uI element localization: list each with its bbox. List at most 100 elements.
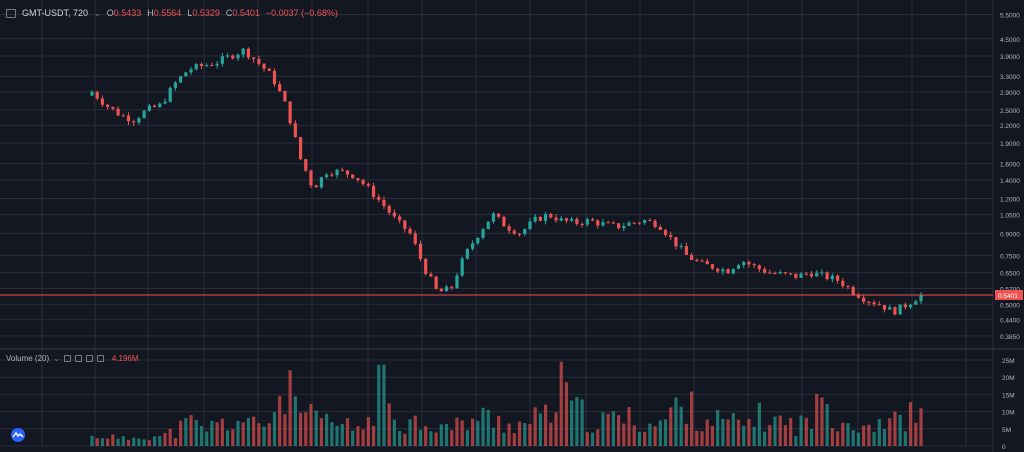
- candle-body: [173, 82, 178, 88]
- candle-body: [867, 301, 871, 303]
- candle-body: [512, 230, 516, 234]
- candle-body: [700, 260, 704, 262]
- candle-body: [919, 294, 923, 302]
- volume-bar: [126, 439, 131, 446]
- candle-body: [517, 233, 522, 235]
- volume-bar: [236, 420, 240, 446]
- candle-body: [471, 243, 475, 249]
- volume-bar: [830, 428, 834, 446]
- price-tick-label: 1.9000: [1000, 141, 1020, 148]
- volume-bar: [726, 419, 730, 446]
- candle-body: [799, 273, 803, 278]
- candle-body: [669, 235, 673, 238]
- volume-bar: [220, 418, 224, 446]
- volume-bar: [533, 407, 537, 446]
- price-tick-label: 3.3000: [1000, 74, 1020, 81]
- volume-bar: [710, 425, 715, 446]
- volume-bar: [695, 430, 699, 446]
- candle-body: [137, 118, 141, 123]
- candle-body: [862, 297, 866, 302]
- volume-bar: [679, 406, 683, 446]
- volume-bar: [585, 432, 589, 446]
- price-tick-label: 0.3850: [1000, 334, 1020, 341]
- volume-bar: [225, 430, 230, 446]
- volume-bar: [705, 419, 709, 446]
- volume-bar: [163, 432, 167, 446]
- volume-bar: [361, 429, 365, 446]
- volume-bar: [481, 407, 485, 446]
- candle-body: [465, 248, 469, 259]
- volume-bar: [648, 423, 652, 446]
- volume-bar: [872, 431, 876, 446]
- eye-icon[interactable]: [63, 354, 71, 362]
- candle-body: [225, 55, 230, 57]
- candle-body: [804, 273, 808, 275]
- volume-bar: [392, 419, 397, 446]
- volume-bar: [570, 400, 574, 446]
- close-icon[interactable]: [85, 354, 93, 362]
- last-price-label: 0.5401: [998, 293, 1018, 300]
- volume-bar: [554, 412, 558, 446]
- candle-body: [658, 226, 662, 230]
- volume-bar: [377, 364, 381, 446]
- volume-bar: [575, 397, 579, 446]
- candle-body: [267, 68, 271, 71]
- candle-body: [340, 169, 344, 171]
- candle-body: [820, 272, 824, 274]
- volume-bar: [231, 429, 235, 446]
- candle-body: [752, 264, 756, 266]
- candle-body: [663, 229, 668, 236]
- candle-body: [199, 64, 204, 67]
- candle-body: [194, 64, 198, 70]
- price-tick-label: 0.7500: [1000, 253, 1020, 260]
- volume-bar: [903, 431, 907, 446]
- volume-bar: [455, 417, 459, 446]
- symbol-name[interactable]: GMT-USDT, 720: [22, 8, 89, 18]
- candle-body: [231, 55, 235, 59]
- candle-body: [549, 214, 553, 218]
- candle-body: [882, 304, 887, 310]
- volume-bar: [893, 411, 897, 446]
- volume-bar: [106, 438, 110, 446]
- symbol-info-icon[interactable]: [6, 8, 16, 18]
- candle-body: [851, 286, 855, 295]
- chevron-down-icon[interactable]: ⌄: [53, 353, 60, 363]
- settings-icon[interactable]: [74, 354, 82, 362]
- candle-body: [601, 222, 605, 226]
- candle-body: [726, 269, 730, 274]
- volume-bar: [137, 438, 141, 446]
- ohlc-low: L0.5329: [187, 8, 220, 18]
- volume-bar: [179, 420, 183, 446]
- volume-bar: [450, 430, 454, 446]
- volume-bar: [246, 417, 251, 446]
- volume-label[interactable]: Volume (20): [6, 353, 50, 363]
- candle-body: [90, 91, 94, 96]
- volume-bar: [497, 415, 501, 446]
- more-icon[interactable]: [96, 354, 104, 362]
- volume-bar: [121, 436, 125, 446]
- volume-bar: [684, 423, 688, 446]
- candle-body: [575, 218, 579, 224]
- candle-body: [147, 105, 151, 111]
- candle-body: [590, 219, 595, 221]
- volume-bar: [168, 428, 172, 446]
- volume-bar: [731, 413, 735, 446]
- candle-body: [570, 218, 574, 221]
- candle-body: [903, 304, 907, 308]
- candle-body: [731, 268, 735, 274]
- volume-bar: [257, 423, 261, 446]
- candle-body: [684, 246, 688, 255]
- candle-body: [288, 101, 292, 124]
- volume-bar: [304, 412, 308, 446]
- volume-bar: [559, 361, 563, 446]
- candle-body: [356, 178, 360, 181]
- candle-body: [106, 104, 110, 107]
- volume-bar: [841, 422, 845, 446]
- volume-bar: [345, 418, 350, 446]
- tradingview-logo-icon[interactable]: [9, 428, 27, 442]
- candle-body: [257, 58, 261, 64]
- candle-body: [179, 76, 183, 83]
- volume-bar: [643, 431, 647, 446]
- chevron-down-icon[interactable]: ⌄: [94, 8, 101, 18]
